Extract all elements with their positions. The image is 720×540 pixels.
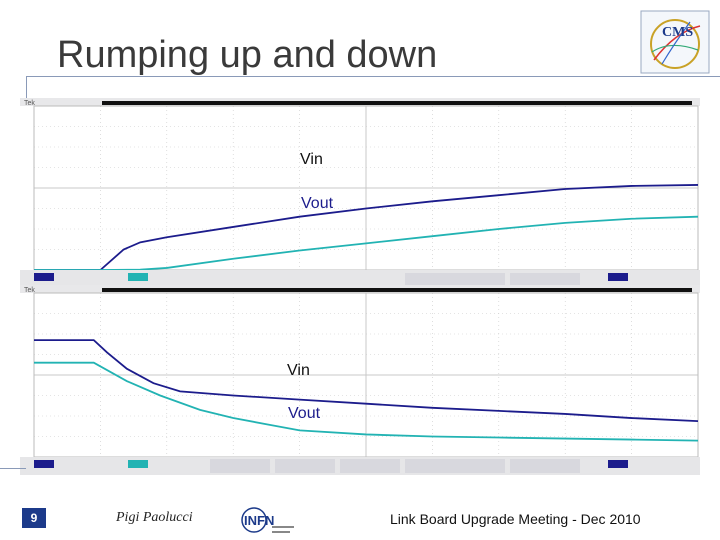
footer-divider — [0, 468, 26, 469]
header-divider-vertical — [26, 76, 27, 104]
cms-logo: CMS — [640, 10, 710, 74]
slide-title: Rumping up and down — [57, 34, 438, 76]
series-group-1 — [34, 184, 699, 271]
slide-number: 9 — [22, 508, 46, 528]
infn-logo-text: INFN — [244, 513, 274, 528]
series-group-2 — [34, 339, 699, 442]
scope-chart-2: Tek Vin Vout — [20, 285, 700, 475]
annotation-vout-2: Vout — [288, 405, 321, 422]
header-divider — [26, 76, 720, 77]
series-line-vout — [34, 361, 699, 442]
scope-chart-1: Tek Vin Vout — [20, 98, 700, 288]
annotation-vin-1: Vin — [300, 151, 323, 168]
infn-logo: INFN — [241, 507, 294, 533]
series-line-vin — [34, 184, 699, 271]
author-name: Pigi Paolucci — [116, 510, 193, 525]
cms-logo-text: CMS — [662, 25, 693, 40]
svg-text:Tek: Tek — [24, 287, 35, 294]
series-line-vin — [34, 339, 699, 423]
annotation-vout-1: Vout — [301, 195, 334, 212]
svg-text:Tek: Tek — [24, 100, 35, 107]
annotation-vin-2: Vin — [287, 362, 310, 379]
series-line-vout — [34, 215, 699, 271]
meeting-label: Link Board Upgrade Meeting - Dec 2010 — [390, 511, 641, 527]
